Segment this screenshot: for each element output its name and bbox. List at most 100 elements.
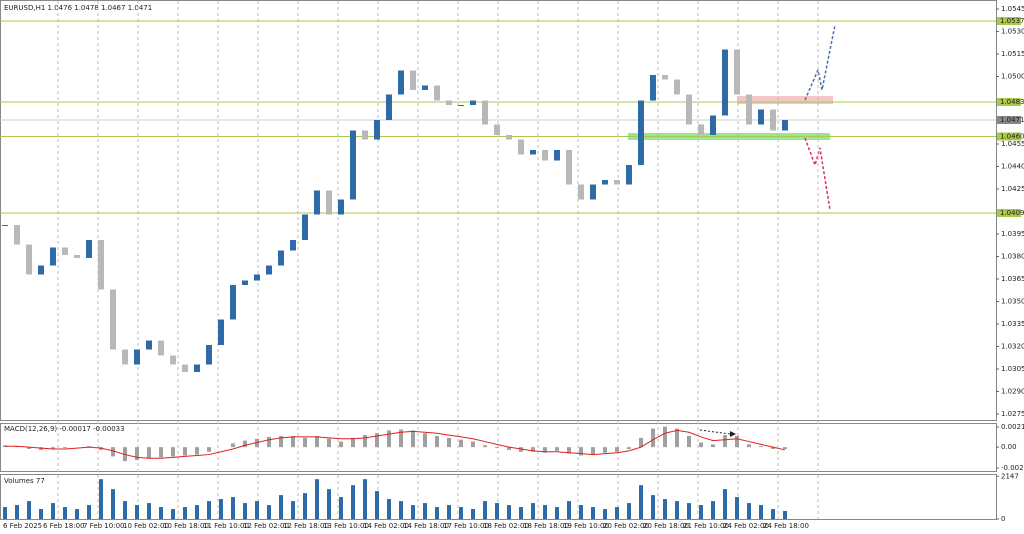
macd-bar — [279, 435, 283, 448]
volume-bar — [147, 503, 151, 519]
volume-bar — [195, 505, 199, 519]
y-tick-label: 0 — [1001, 515, 1005, 523]
macd-bar — [375, 433, 379, 448]
volume-bar — [327, 489, 331, 519]
candle — [590, 184, 596, 200]
candle — [638, 100, 644, 165]
x-tick-label: 11 Feb 10:00 — [203, 522, 249, 530]
volume-bar — [375, 491, 379, 519]
volume-bar — [663, 499, 667, 519]
macd-bar — [27, 447, 31, 449]
volume-bar — [519, 507, 523, 519]
y-tick-label: 1.0500 — [1001, 73, 1024, 81]
macd-bar — [339, 441, 343, 448]
macd-bar — [783, 447, 787, 449]
x-tick-label: 21 Feb 10:00 — [683, 522, 729, 530]
volume-bar — [267, 505, 271, 519]
volume-bar — [87, 505, 91, 519]
candle — [422, 85, 428, 90]
volume-bar — [555, 507, 559, 519]
macd-bar — [555, 447, 559, 451]
y-tick-label: 1.0380 — [1001, 253, 1024, 261]
volume-bar — [591, 507, 595, 519]
y-tick-label: 1.0365 — [1001, 275, 1024, 283]
candle — [230, 285, 236, 320]
candle — [650, 75, 656, 101]
candle — [134, 349, 140, 365]
macd-bar — [759, 446, 763, 448]
y-tick-label: 1.0305 — [1001, 365, 1024, 373]
level-tag — [997, 132, 1021, 141]
candle — [554, 150, 560, 161]
volume-bar — [123, 501, 127, 519]
macd-bar — [483, 445, 487, 448]
volume-bar — [459, 507, 463, 519]
volume-bar — [3, 507, 7, 519]
candle — [770, 109, 776, 131]
candle — [170, 355, 176, 365]
candle — [482, 100, 488, 125]
volume-bar — [483, 501, 487, 519]
macd-bar — [435, 435, 439, 448]
candle — [2, 225, 8, 226]
volume-bar — [159, 507, 163, 519]
last-price-tag — [997, 116, 1021, 124]
level-tag — [997, 17, 1021, 25]
volume-bar — [711, 501, 715, 519]
candle — [350, 130, 356, 200]
x-tick-label: 14 Feb 02:00 — [363, 522, 409, 530]
candle — [398, 70, 404, 95]
candle — [602, 180, 608, 185]
volume-bar — [39, 509, 43, 519]
macd-bar — [603, 447, 607, 453]
volume-bar — [759, 505, 763, 519]
volume-bar — [255, 501, 259, 519]
candle — [446, 100, 452, 105]
candle — [98, 240, 104, 290]
macd-bar — [651, 428, 655, 448]
volume-bar — [303, 493, 307, 519]
candle — [302, 214, 308, 240]
x-tick-label: 12 Feb 02:00 — [243, 522, 289, 530]
level-tag — [997, 209, 1021, 217]
candle — [50, 247, 56, 266]
level-label: 1.0483 — [1000, 98, 1024, 106]
level-label: 1.0537 — [1000, 17, 1024, 25]
candle — [386, 94, 392, 120]
macd-bar — [171, 447, 175, 457]
candle — [614, 180, 620, 185]
volume-bar — [507, 505, 511, 519]
volume-bar — [579, 505, 583, 519]
y-tick-label: 1.0545 — [1001, 5, 1024, 13]
candle — [110, 289, 116, 350]
volume-bar — [687, 503, 691, 519]
candle — [698, 124, 704, 135]
x-tick-label: 13 Feb 10:00 — [323, 522, 369, 530]
last-price-label: 1.0471 — [1000, 116, 1024, 124]
volume-bar — [771, 509, 775, 519]
macd-bar — [351, 437, 355, 448]
y-tick-label: 1.0275 — [1001, 410, 1024, 418]
candle — [530, 150, 536, 155]
macd-bar — [147, 447, 151, 459]
candle — [290, 240, 296, 251]
volume-bar — [603, 509, 607, 519]
macd-bar — [615, 447, 619, 452]
candle — [434, 85, 440, 101]
candle — [518, 139, 524, 155]
candle — [506, 135, 512, 140]
macd-bar — [747, 444, 751, 448]
y-tick-label: 1.0455 — [1001, 140, 1024, 148]
candle — [62, 247, 68, 255]
macd-bar — [471, 441, 475, 448]
candle — [146, 340, 152, 350]
macd-bar — [723, 435, 727, 448]
volume-bar — [183, 507, 187, 519]
volume-bar — [207, 501, 211, 519]
candle — [674, 79, 680, 95]
x-tick-label: 20 Feb 02:00 — [603, 522, 649, 530]
divergence-arrow — [699, 429, 731, 435]
volume-bar — [435, 507, 439, 519]
x-tick-label: 6 Feb 2025 — [3, 522, 42, 530]
x-tick-label: 12 Feb 18:00 — [283, 522, 329, 530]
